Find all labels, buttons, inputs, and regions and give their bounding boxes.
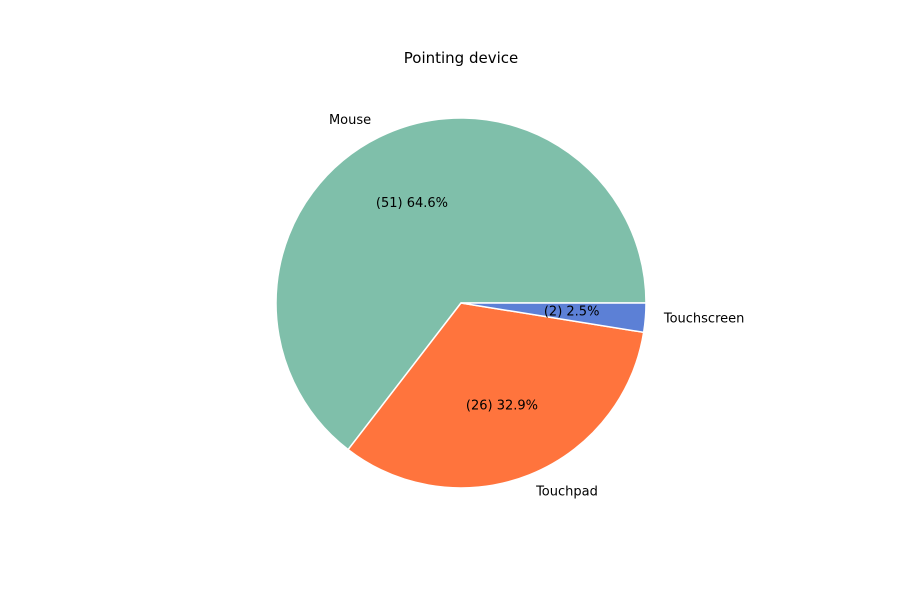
pie-labels: Mouse (51) 64.6% Touchpad (26) 32.9% Touchsc… xyxy=(329,113,744,500)
slice-label-mouse: Mouse xyxy=(329,113,371,128)
pie-slice-mouse xyxy=(275,117,647,451)
slice-label-touchpad: Touchpad xyxy=(535,485,598,500)
slice-label-touchscreen: Touchscreen xyxy=(663,312,745,327)
pie-slices xyxy=(275,117,647,489)
slice-percent-label-touchscreen: (2) 2.5% xyxy=(544,304,600,319)
pie-slice-touchscreen xyxy=(460,302,647,334)
chart-title: Pointing device xyxy=(404,49,518,67)
pie-slice-touchpad xyxy=(347,302,645,489)
slice-percent-label-mouse: (51) 64.6% xyxy=(376,196,448,211)
slice-percent-label-touchpad: (26) 32.9% xyxy=(466,399,538,414)
